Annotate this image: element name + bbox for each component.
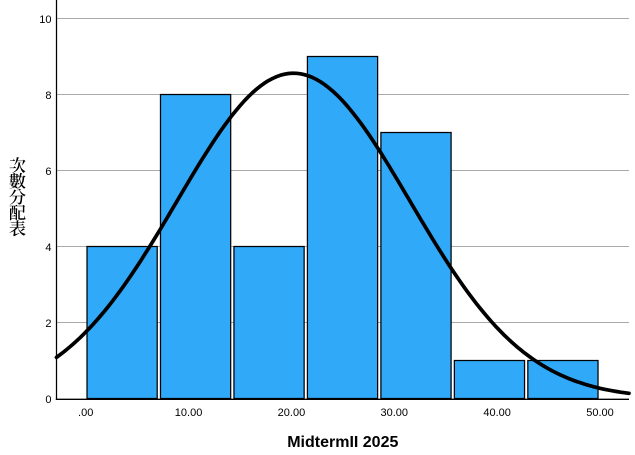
svg-text:40.00: 40.00 [483,407,511,419]
svg-text:30.00: 30.00 [381,407,409,419]
svg-text:.00: .00 [78,407,93,419]
svg-text:MidtermII 2025: MidtermII 2025 [287,434,398,451]
svg-text:8: 8 [45,90,51,102]
svg-text:2: 2 [45,318,51,330]
svg-text:20.00: 20.00 [278,407,306,419]
svg-text:0: 0 [45,394,51,406]
svg-text:10.00: 10.00 [175,407,203,419]
svg-text:10: 10 [39,14,51,26]
svg-text:4: 4 [45,242,51,254]
svg-text:50.00: 50.00 [586,407,614,419]
svg-text:6: 6 [45,166,51,178]
